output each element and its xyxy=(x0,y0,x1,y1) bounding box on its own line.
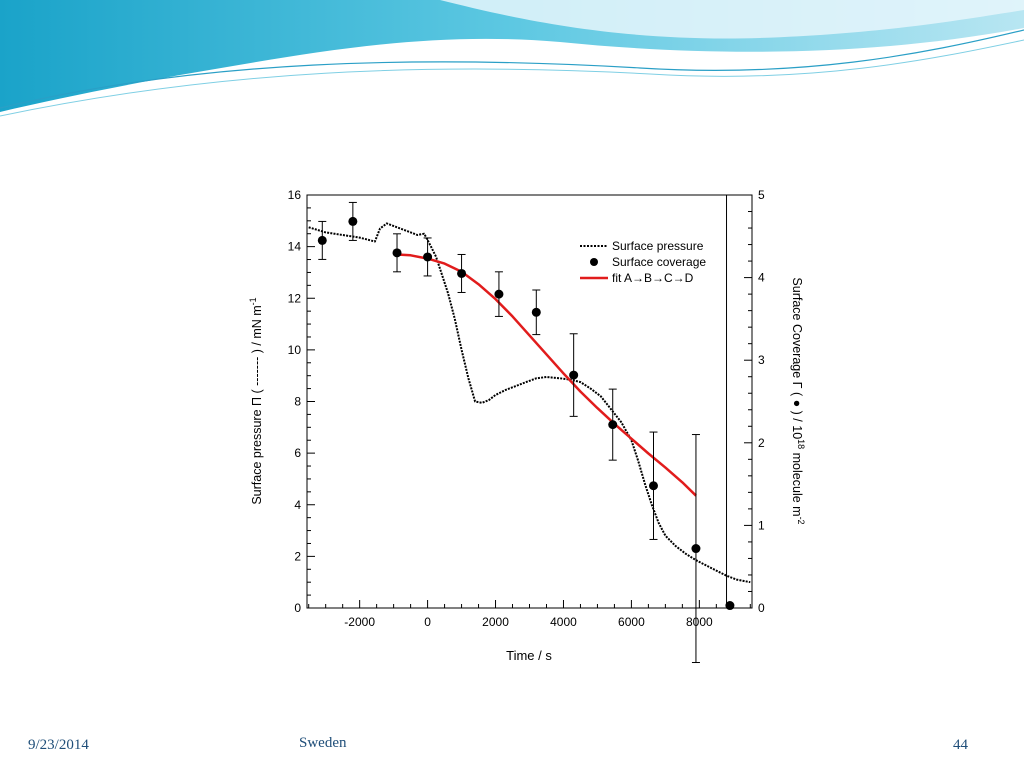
y-right-tick-label: 2 xyxy=(758,436,765,450)
coverage-point xyxy=(608,420,618,430)
coverage-point xyxy=(317,235,327,245)
y-right-tick-label: 1 xyxy=(758,518,765,532)
x-axis-label: Time / s xyxy=(506,648,552,663)
header-wave-line-1 xyxy=(0,29,1024,109)
x-tick-label: 8000 xyxy=(686,615,713,629)
coverage-point xyxy=(457,268,467,278)
y-left-tick-label: 4 xyxy=(294,498,301,512)
coverage-point xyxy=(531,307,541,317)
surface-pressure-line xyxy=(308,222,751,584)
x-tick-label: 0 xyxy=(424,615,431,629)
footer-page-number: 44 xyxy=(953,737,968,753)
y-left-tick-label: 6 xyxy=(294,446,301,460)
coverage-point xyxy=(392,248,402,258)
coverage-point xyxy=(423,252,433,262)
y-right-tick-label: 0 xyxy=(758,601,765,615)
y-axis-left-label-text: Surface pressure Π ( ------- ) / mN m xyxy=(250,305,264,504)
y-left-tick-label: 16 xyxy=(288,188,302,202)
header-wave-light xyxy=(440,0,1024,39)
footer-date: 9/23/2014 xyxy=(28,737,89,753)
y-axis-left-label: Surface pressure Π ( ------- ) / mN m-1 xyxy=(248,297,264,504)
coverage-point xyxy=(648,481,658,491)
coverage-point xyxy=(494,289,504,299)
coverage-point xyxy=(691,544,701,554)
x-tick-label: 4000 xyxy=(550,615,577,629)
y-axis-right-label-sup1: 18 xyxy=(796,439,806,449)
coverage-point xyxy=(569,370,579,380)
axes: -2000 0 2000 4000 6000 8000024681012141601234… xyxy=(288,188,765,629)
header-wave-line-2 xyxy=(0,39,1024,117)
x-tick-label: -2000 xyxy=(344,615,375,629)
y-right-tick-label: 5 xyxy=(758,188,765,202)
footer-place: Sweden xyxy=(299,735,347,751)
legend-coverage-swatch xyxy=(590,258,598,266)
legend-pressure-label: Surface pressure xyxy=(612,239,704,253)
y-axis-left-label-sup: -1 xyxy=(248,297,258,305)
y-left-tick-label: 2 xyxy=(294,549,301,563)
y-left-tick-label: 12 xyxy=(288,291,302,305)
legend: Surface pressure Surface coverage fit A→… xyxy=(572,236,720,288)
series xyxy=(308,195,751,664)
y-left-tick-label: 14 xyxy=(288,240,302,254)
y-right-tick-label: 3 xyxy=(758,353,765,367)
legend-fit-label: fit A→B→C→D xyxy=(612,271,694,285)
y-axis-right-label-sup2: -2 xyxy=(796,517,806,525)
legend-coverage-label: Surface coverage xyxy=(612,255,706,269)
y-left-tick-label: 10 xyxy=(288,343,302,357)
coverage-point xyxy=(348,216,358,226)
fit-line xyxy=(396,253,697,497)
y-axis-right-label: Surface Coverage Γ ( ● ) / 1018 molecule… xyxy=(790,277,806,524)
y-left-tick-label: 0 xyxy=(294,601,301,615)
x-tick-label: 6000 xyxy=(618,615,645,629)
x-tick-label: 2000 xyxy=(482,615,509,629)
y-axis-right-label-mid: molecule m xyxy=(790,449,804,516)
y-axis-right-label-text: Surface Coverage Γ ( ● ) / 10 xyxy=(790,277,804,439)
y-left-tick-label: 8 xyxy=(294,395,301,409)
coverage-point xyxy=(725,601,735,611)
y-right-tick-label: 4 xyxy=(758,271,765,285)
